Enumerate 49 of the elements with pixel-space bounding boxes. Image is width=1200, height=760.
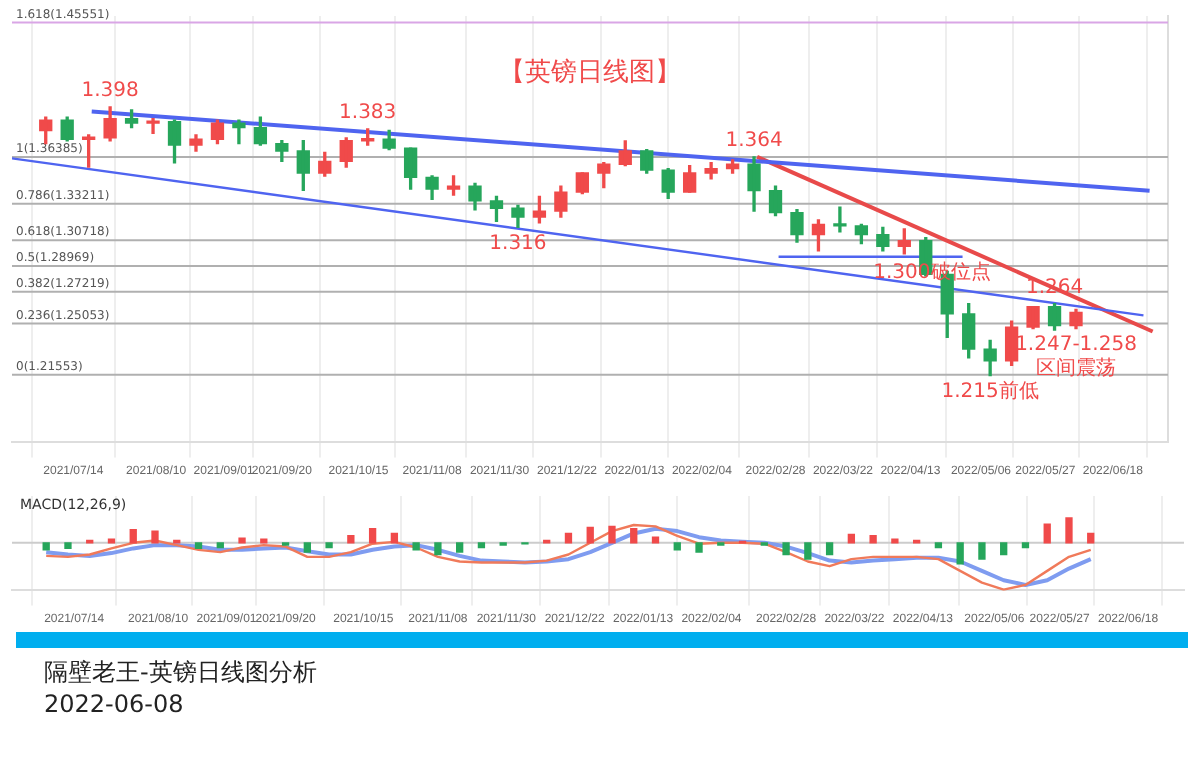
bar (151, 530, 159, 544)
bar (238, 537, 246, 544)
text: 【英镑日线图】 (499, 57, 681, 88)
bar (194, 542, 203, 550)
bar (782, 542, 790, 556)
annotation: 区间震荡 (1036, 355, 1117, 380)
bar (412, 542, 420, 551)
bar (956, 542, 964, 565)
bar (260, 538, 268, 544)
bar (390, 532, 399, 544)
bar (1000, 542, 1008, 556)
bar (978, 542, 986, 560)
annotation: 1.364 (725, 130, 783, 153)
annotation: 1.316 (489, 232, 547, 255)
annotation: 1.215前低 (941, 378, 1039, 403)
bar (564, 532, 573, 544)
bar (434, 542, 442, 556)
bar (1087, 532, 1095, 544)
bar (456, 542, 464, 553)
annotation: 1.383 (339, 102, 397, 125)
bar (934, 542, 943, 549)
bar (608, 525, 616, 544)
bar (477, 542, 486, 549)
bar (630, 528, 638, 544)
bar (64, 542, 72, 550)
bar (42, 542, 50, 551)
bar (303, 542, 311, 553)
bar (1065, 517, 1073, 544)
bar (368, 528, 377, 544)
annotation: 1.398 (81, 80, 139, 103)
candlestick (833, 206, 847, 233)
bar (673, 542, 681, 551)
bar (695, 542, 703, 553)
bar (216, 542, 224, 549)
bar (129, 529, 137, 544)
text: 2022-06-08 (44, 688, 186, 720)
bar (107, 538, 116, 544)
annotation: 1.247-1.258 (1015, 333, 1137, 356)
bar (1043, 523, 1051, 544)
bar (869, 535, 877, 544)
bar (325, 542, 333, 549)
text: 隔壁老王-英镑日线图分析 (44, 656, 319, 688)
candlestick (146, 118, 160, 135)
bar (825, 542, 834, 556)
bar (891, 538, 899, 544)
bar (804, 542, 812, 560)
bar (347, 535, 355, 544)
bar (586, 526, 594, 544)
bar (1021, 542, 1030, 549)
